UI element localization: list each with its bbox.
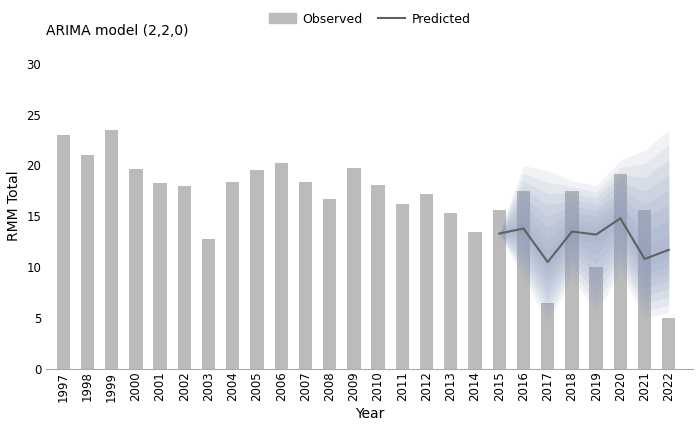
Bar [347,167,360,369]
Bar [80,155,94,369]
Text: ARIMA model (2,2,0): ARIMA model (2,2,0) [46,24,189,38]
Legend: Observed, Predicted: Observed, Predicted [264,8,475,30]
Bar [57,135,70,369]
Bar [614,174,627,369]
Bar [493,210,506,369]
Bar [395,204,409,369]
Bar [202,239,215,369]
Bar [420,194,433,369]
Bar [178,186,191,369]
X-axis label: Year: Year [355,407,384,421]
Bar [274,163,288,369]
Bar [444,213,458,369]
Bar [299,182,312,369]
Bar [468,232,482,369]
Bar [662,318,676,369]
Bar [372,185,385,369]
Bar [589,267,603,369]
Bar [226,182,239,369]
Bar [153,183,167,369]
Bar [251,169,264,369]
Bar [517,191,530,369]
Bar [323,199,336,369]
Bar [541,303,554,369]
Y-axis label: RMM Total: RMM Total [7,171,21,241]
Bar [638,210,651,369]
Bar [130,169,143,369]
Bar [105,130,118,369]
Bar [566,191,579,369]
